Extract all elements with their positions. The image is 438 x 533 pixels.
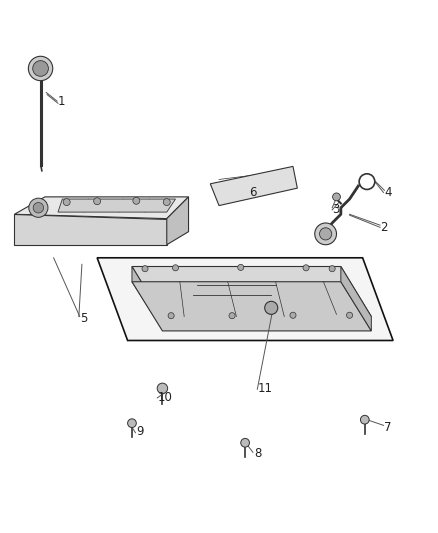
Circle shape (127, 419, 136, 427)
Text: 1: 1 (58, 95, 65, 108)
Polygon shape (132, 266, 162, 329)
Text: 11: 11 (258, 382, 273, 395)
Circle shape (157, 383, 168, 393)
Text: 4: 4 (385, 186, 392, 199)
Text: 3: 3 (332, 204, 339, 216)
Circle shape (315, 223, 336, 245)
Text: 5: 5 (80, 312, 87, 325)
Circle shape (28, 56, 53, 80)
Polygon shape (341, 266, 371, 331)
Polygon shape (58, 199, 176, 212)
Circle shape (94, 198, 101, 205)
Circle shape (142, 265, 148, 272)
Text: 8: 8 (254, 447, 261, 460)
Polygon shape (132, 266, 371, 317)
Polygon shape (132, 282, 371, 331)
Circle shape (229, 313, 235, 319)
Polygon shape (167, 197, 188, 245)
Text: 6: 6 (250, 186, 257, 199)
Circle shape (360, 415, 369, 424)
Text: 10: 10 (158, 391, 173, 403)
Circle shape (33, 61, 48, 76)
Polygon shape (14, 214, 167, 245)
Circle shape (163, 199, 170, 206)
Polygon shape (97, 258, 393, 341)
Circle shape (290, 312, 296, 318)
Text: 2: 2 (380, 221, 388, 234)
Text: 9: 9 (136, 425, 144, 438)
Circle shape (241, 439, 250, 447)
Circle shape (133, 197, 140, 204)
Circle shape (63, 199, 70, 206)
Circle shape (173, 265, 179, 271)
Circle shape (33, 203, 44, 213)
Circle shape (238, 264, 244, 270)
Circle shape (329, 265, 335, 272)
Circle shape (265, 301, 278, 314)
Polygon shape (210, 166, 297, 206)
Circle shape (29, 198, 48, 217)
Circle shape (168, 313, 174, 319)
Circle shape (332, 193, 340, 201)
Text: 7: 7 (385, 421, 392, 434)
Circle shape (303, 265, 309, 271)
Polygon shape (14, 197, 188, 219)
Circle shape (346, 312, 353, 318)
Circle shape (320, 228, 332, 240)
